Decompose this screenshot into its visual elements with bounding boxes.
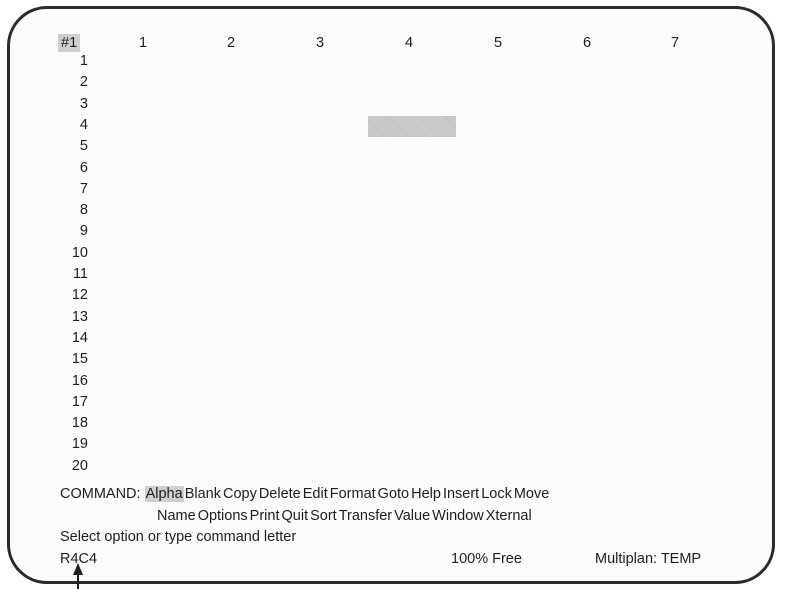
- row-header-18: 18: [71, 415, 88, 432]
- command-help[interactable]: Help: [411, 486, 441, 502]
- row-header-5: 5: [79, 138, 88, 155]
- command-menu-line-2: Name Options Print Quit Sort Transfer Value Win…: [156, 507, 533, 526]
- row-header-19: 19: [71, 436, 88, 453]
- column-header-2: 2: [226, 35, 236, 51]
- row-header-10: 10: [71, 244, 88, 261]
- command-blank[interactable]: Blank: [184, 486, 221, 502]
- command-goto[interactable]: Goto: [377, 486, 410, 502]
- command-window[interactable]: Window: [432, 508, 484, 524]
- row-header-20: 20: [71, 457, 88, 474]
- command-copy[interactable]: Copy: [222, 486, 257, 502]
- row-header-11: 11: [72, 266, 88, 282]
- cell-reference: R4C4: [60, 551, 98, 567]
- column-header-5: 5: [493, 35, 503, 51]
- command-sort[interactable]: Sort: [310, 508, 337, 524]
- message-line: Select option or type command letter: [60, 529, 297, 545]
- pointer-arrow-icon: [73, 563, 83, 589]
- command-label: COMMAND:: [60, 486, 141, 502]
- row-header-17: 17: [71, 393, 88, 410]
- command-alpha[interactable]: Alpha: [144, 486, 184, 502]
- cell-cursor[interactable]: [368, 116, 456, 137]
- command-value[interactable]: Value: [394, 508, 431, 524]
- command-quit[interactable]: Quit: [281, 508, 309, 524]
- row-header-9: 9: [79, 223, 88, 240]
- column-header-6: 6: [582, 35, 592, 51]
- row-header-6: 6: [79, 159, 88, 176]
- command-options[interactable]: Options: [197, 508, 248, 524]
- command-name[interactable]: Name: [157, 508, 196, 524]
- command-move[interactable]: Move: [513, 486, 550, 502]
- command-edit[interactable]: Edit: [302, 486, 328, 502]
- row-header-12: 12: [71, 287, 88, 304]
- command-format[interactable]: Format: [329, 486, 376, 502]
- command-xternal[interactable]: Xternal: [485, 508, 532, 524]
- column-header-4: 4: [404, 35, 414, 51]
- row-header-8: 8: [79, 202, 88, 219]
- command-menu-line-1: COMMAND: Alpha Blank Copy Delete Edit Format G…: [60, 485, 550, 504]
- program-file-name: Multiplan: TEMP: [595, 551, 702, 567]
- command-delete[interactable]: Delete: [258, 486, 301, 502]
- column-header-7: 7: [670, 35, 680, 51]
- free-memory: 100% Free: [451, 551, 522, 567]
- column-header-3: 3: [315, 35, 325, 51]
- column-header-1: 1: [138, 35, 148, 51]
- row-header-4: 4: [79, 116, 88, 133]
- command-transfer[interactable]: Transfer: [338, 508, 393, 524]
- row-header-1: 1: [79, 53, 88, 69]
- window-number: #1: [58, 34, 81, 52]
- row-header-7: 7: [79, 180, 88, 197]
- row-header-14: 14: [71, 329, 88, 346]
- row-header-13: 13: [71, 308, 88, 325]
- monitor-screen: [7, 6, 775, 584]
- command-lock[interactable]: Lock: [481, 486, 512, 502]
- row-header-3: 3: [79, 95, 88, 112]
- command-print[interactable]: Print: [249, 508, 280, 524]
- row-header-2: 2: [79, 74, 88, 91]
- row-header-16: 16: [71, 372, 88, 389]
- row-header-15: 15: [71, 351, 88, 368]
- command-insert[interactable]: Insert: [442, 486, 480, 502]
